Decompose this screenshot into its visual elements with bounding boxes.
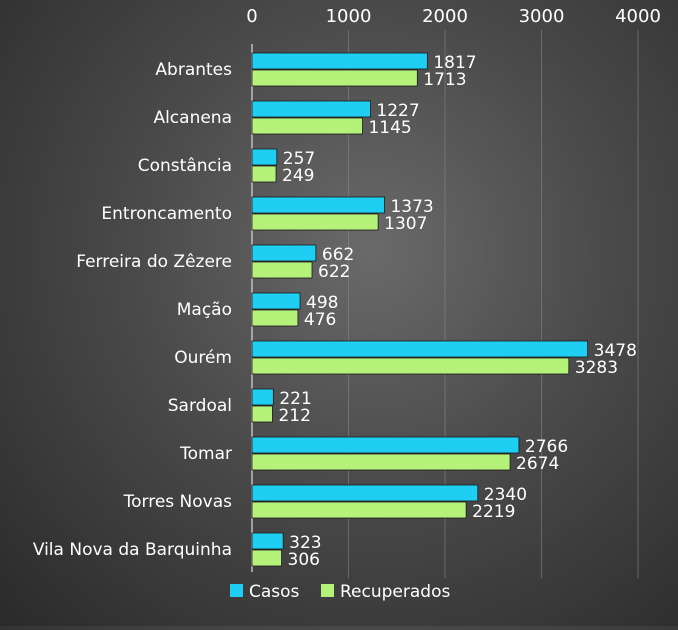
- bar-casos: [251, 340, 589, 358]
- data-label: 212: [278, 406, 310, 426]
- data-label: 1713: [423, 70, 466, 90]
- data-label: 257: [283, 149, 315, 169]
- data-label: 2340: [484, 485, 527, 505]
- x-tick-label: 0: [246, 6, 257, 27]
- x-tick-label: 2000: [422, 6, 468, 27]
- category-label: Tomar: [179, 444, 232, 464]
- bar-recuperados: [251, 165, 277, 183]
- bar-casos: [251, 52, 428, 70]
- category-label: Ferreira do Zêzere: [76, 252, 232, 272]
- bar-recuperados: [251, 501, 467, 519]
- legend-label: Casos: [249, 582, 300, 602]
- bar-recuperados: [251, 213, 379, 231]
- data-label: 306: [288, 550, 320, 570]
- bar-recuperados: [251, 453, 511, 471]
- data-label: 476: [304, 310, 336, 330]
- data-label: 323: [289, 533, 321, 553]
- data-label: 662: [322, 245, 354, 265]
- category-label: Constância: [138, 156, 232, 176]
- data-label: 1307: [384, 214, 427, 234]
- bar-casos: [251, 196, 385, 214]
- bar-recuperados: [251, 405, 273, 423]
- data-label: 622: [318, 262, 350, 282]
- data-label: 1373: [390, 197, 433, 217]
- bar-casos: [251, 100, 371, 118]
- legend-swatch-recuperados: [321, 584, 334, 597]
- category-label: Sardoal: [168, 396, 232, 416]
- category-label: Ourém: [174, 348, 232, 368]
- data-label: 1145: [368, 118, 411, 138]
- legend-label: Recuperados: [340, 582, 450, 602]
- category-label: Entroncamento: [101, 204, 232, 224]
- data-label: 2219: [472, 502, 515, 522]
- bar-recuperados: [251, 69, 418, 87]
- data-label: 2766: [525, 437, 568, 457]
- bar-recuperados: [251, 309, 299, 327]
- data-label: 3478: [594, 341, 637, 361]
- category-label: Vila Nova da Barquinha: [33, 540, 232, 560]
- category-label: Mação: [177, 300, 232, 320]
- bar-recuperados: [251, 357, 570, 375]
- legend-swatch-casos: [230, 584, 243, 597]
- data-label: 1817: [433, 53, 476, 73]
- data-label: 1227: [376, 101, 419, 121]
- x-tick-label: 1000: [326, 6, 372, 27]
- bar-recuperados: [251, 261, 313, 279]
- bar-casos: [251, 532, 284, 550]
- data-label: 221: [279, 389, 311, 409]
- bar-casos: [251, 148, 278, 166]
- bar-casos: [251, 484, 479, 502]
- category-label: Abrantes: [155, 60, 232, 80]
- bar-casos: [251, 436, 520, 454]
- category-label: Torres Novas: [123, 492, 233, 512]
- data-label: 3283: [575, 358, 618, 378]
- bar-casos: [251, 388, 274, 406]
- data-label: 2674: [516, 454, 559, 474]
- bar-casos: [251, 244, 317, 262]
- bar-casos: [251, 292, 301, 310]
- data-label: 498: [306, 293, 338, 313]
- bar-recuperados: [251, 117, 363, 135]
- x-tick-label: 3000: [519, 6, 565, 27]
- x-tick-label: 4000: [615, 6, 661, 27]
- bar-recuperados: [251, 549, 282, 567]
- data-label: 249: [282, 166, 314, 186]
- category-label: Alcanena: [153, 108, 232, 128]
